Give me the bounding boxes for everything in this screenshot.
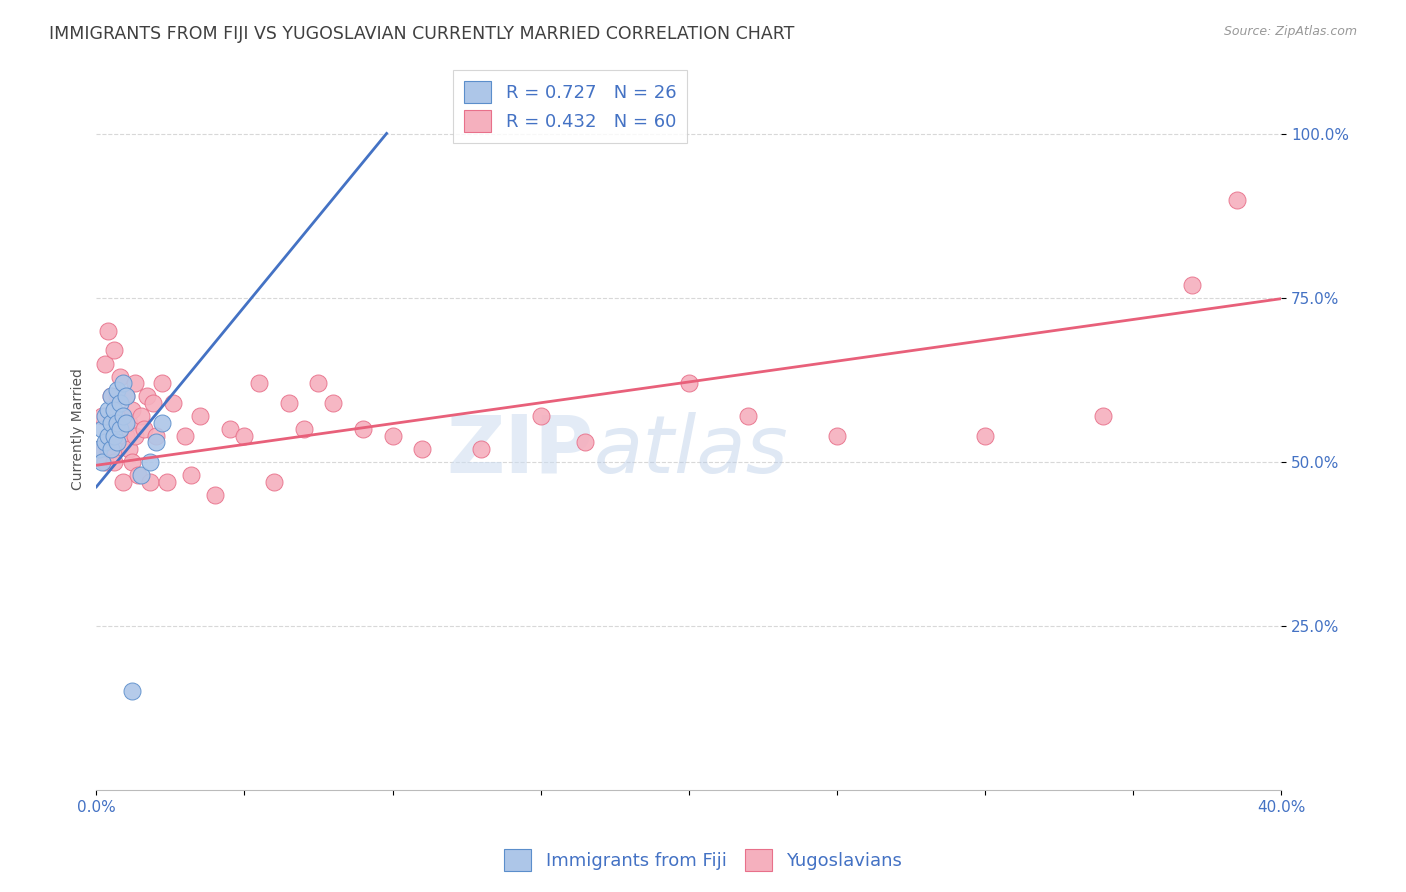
Point	[247, 376, 270, 391]
Point	[150, 416, 173, 430]
Point	[94, 455, 117, 469]
Point	[108, 396, 131, 410]
Point	[115, 416, 138, 430]
Point	[108, 369, 131, 384]
Point	[91, 422, 114, 436]
Point	[308, 376, 330, 391]
Point	[97, 428, 120, 442]
Point	[94, 357, 117, 371]
Point	[118, 416, 141, 430]
Point	[105, 389, 128, 403]
Point	[115, 428, 138, 442]
Point	[277, 396, 299, 410]
Point	[470, 442, 492, 456]
Point	[100, 442, 122, 456]
Point	[1181, 277, 1204, 292]
Point	[91, 409, 114, 423]
Point	[322, 396, 344, 410]
Point	[111, 409, 134, 423]
Point	[111, 475, 134, 489]
Text: ZIP: ZIP	[447, 412, 593, 490]
Point	[129, 468, 152, 483]
Point	[108, 422, 131, 436]
Point	[100, 389, 122, 403]
Point	[111, 409, 134, 423]
Point	[103, 402, 125, 417]
Point	[100, 416, 122, 430]
Point	[115, 389, 138, 403]
Point	[180, 468, 202, 483]
Point	[150, 376, 173, 391]
Point	[352, 422, 374, 436]
Point	[825, 428, 848, 442]
Point	[94, 409, 117, 423]
Point	[188, 409, 211, 423]
Point	[1226, 193, 1249, 207]
Point	[111, 376, 134, 391]
Point	[97, 442, 120, 456]
Point	[530, 409, 553, 423]
Text: Source: ZipAtlas.com: Source: ZipAtlas.com	[1223, 25, 1357, 38]
Point	[121, 402, 143, 417]
Text: atlas: atlas	[593, 412, 789, 490]
Point	[124, 376, 146, 391]
Text: IMMIGRANTS FROM FIJI VS YUGOSLAVIAN CURRENTLY MARRIED CORRELATION CHART: IMMIGRANTS FROM FIJI VS YUGOSLAVIAN CURR…	[49, 25, 794, 43]
Point	[115, 389, 138, 403]
Point	[89, 442, 111, 456]
Point	[411, 442, 433, 456]
Point	[138, 455, 160, 469]
Point	[105, 383, 128, 397]
Point	[103, 428, 125, 442]
Point	[737, 409, 759, 423]
Point	[135, 389, 157, 403]
Point	[105, 416, 128, 430]
Point	[103, 455, 125, 469]
Point	[233, 428, 256, 442]
Point	[678, 376, 700, 391]
Point	[974, 428, 997, 442]
Point	[91, 455, 114, 469]
Point	[142, 396, 165, 410]
Point	[121, 455, 143, 469]
Point	[204, 488, 226, 502]
Point	[103, 442, 125, 456]
Point	[124, 428, 146, 442]
Point	[103, 343, 125, 358]
Point	[94, 435, 117, 450]
Point	[121, 684, 143, 698]
Point	[292, 422, 315, 436]
Point	[574, 435, 596, 450]
Point	[145, 435, 167, 450]
Point	[174, 428, 197, 442]
Point	[145, 428, 167, 442]
Point	[105, 435, 128, 450]
Point	[162, 396, 184, 410]
Point	[100, 428, 122, 442]
Point	[105, 422, 128, 436]
Point	[263, 475, 285, 489]
Point	[1092, 409, 1115, 423]
Point	[138, 475, 160, 489]
Legend: R = 0.727   N = 26, R = 0.432   N = 60: R = 0.727 N = 26, R = 0.432 N = 60	[453, 70, 688, 144]
Point	[97, 324, 120, 338]
Point	[381, 428, 404, 442]
Y-axis label: Currently Married: Currently Married	[72, 368, 86, 490]
Legend: Immigrants from Fiji, Yugoslavians: Immigrants from Fiji, Yugoslavians	[496, 842, 910, 879]
Point	[218, 422, 240, 436]
Point	[97, 402, 120, 417]
Point	[129, 409, 152, 423]
Point	[156, 475, 179, 489]
Point	[89, 442, 111, 456]
Point	[100, 389, 122, 403]
Point	[118, 442, 141, 456]
Point	[108, 422, 131, 436]
Point	[132, 422, 155, 436]
Point	[127, 468, 149, 483]
